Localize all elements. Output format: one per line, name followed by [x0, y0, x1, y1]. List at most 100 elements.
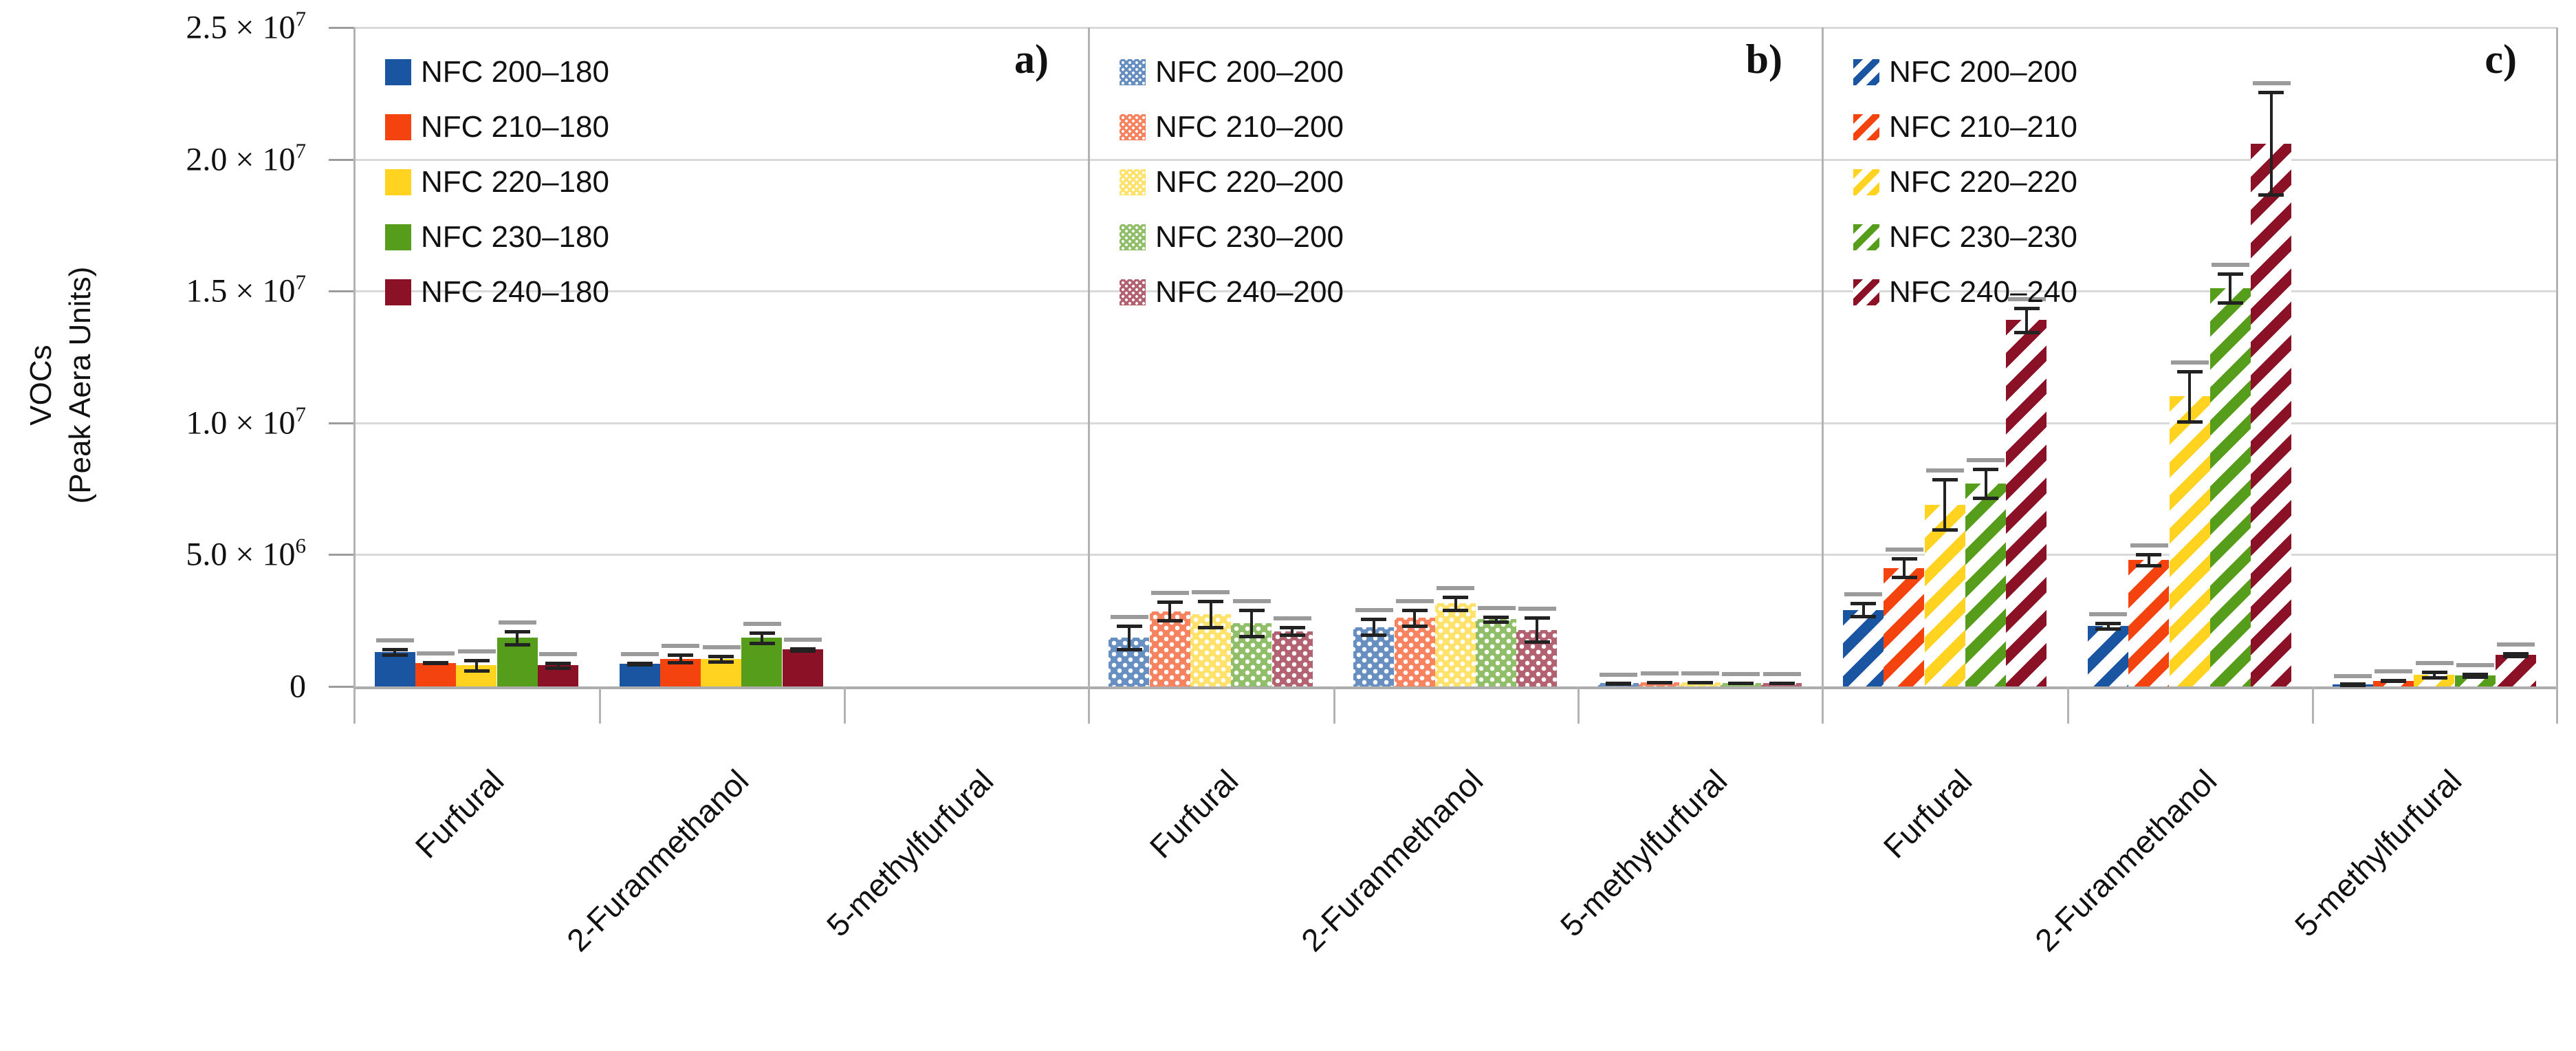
legend-item: NFC 220–220 [1853, 165, 2077, 199]
error-bar-cap-top [1443, 596, 1468, 599]
legend-swatch [1853, 59, 1879, 85]
x-tick [599, 686, 601, 724]
panel-axis-line [353, 28, 356, 724]
legend-item: NFC 240–200 [1120, 275, 1344, 310]
error-bar-cap-bottom [1647, 681, 1672, 684]
legend-item: NFC 210–210 [1853, 110, 2077, 144]
y-tick-label-exponent: 7 [295, 270, 307, 294]
error-bar-line [1536, 616, 1538, 642]
error-bar-line [393, 648, 396, 655]
error-bar-cap-secondary [499, 620, 536, 625]
x-tick [1333, 686, 1335, 724]
error-bar-line [2270, 91, 2273, 196]
error-bar-cap-bottom [1892, 576, 1917, 579]
error-bar-line [1168, 600, 1171, 622]
gridline [354, 422, 2557, 424]
error-bar-cap-bottom [1932, 528, 1958, 532]
error-bar-line [1291, 626, 1294, 636]
error-bar-cap-top [2422, 671, 2447, 674]
legend-swatch [1853, 279, 1879, 305]
legend-swatch [385, 279, 411, 305]
error-bar-cap-bottom [2014, 331, 2040, 334]
panel-axis-line [1088, 28, 1090, 724]
error-bar-cap-secondary [2089, 612, 2127, 616]
error-bar-cap-bottom [1443, 609, 1468, 612]
bar [2251, 144, 2291, 686]
error-bar-cap-top [1483, 616, 1509, 619]
error-bar-line [1495, 616, 1498, 623]
error-bar-cap-top [464, 659, 490, 662]
error-bar-cap-top [708, 655, 734, 658]
error-bar-line [1250, 609, 1253, 638]
bar [741, 638, 782, 686]
x-category-label: 5-methylfurfural [2287, 762, 2469, 944]
legend-swatch [1120, 59, 1146, 85]
error-bar-cap-top [1932, 478, 1958, 481]
x-category-label: Furfural [1142, 762, 1245, 865]
y-tick [329, 554, 354, 556]
y-tick-label-base: 2.0 × 10 [186, 141, 296, 178]
bar [1353, 627, 1394, 686]
error-bar-cap-bottom [708, 660, 734, 664]
error-bar-cap-top [1402, 609, 1428, 612]
error-bar-cap-secondary [1681, 671, 1719, 675]
error-bar-cap-bottom [1851, 615, 1876, 618]
error-bar-line [516, 630, 519, 646]
error-bar-cap-secondary [1641, 671, 1679, 675]
error-bar-cap-bottom [1973, 497, 1998, 500]
legend-label: NFC 200–180 [421, 55, 609, 89]
error-bar-cap-secondary [2212, 263, 2249, 267]
error-bar-line [557, 662, 560, 669]
error-bar-cap-bottom [2422, 676, 2447, 680]
y-tick-label: 5.0 × 106 [186, 533, 307, 574]
bar [2210, 288, 2251, 686]
y-tick-label: 1.0 × 107 [186, 402, 306, 442]
error-bar-cap-secondary [1274, 616, 1311, 620]
error-bar-cap-secondary [1600, 673, 1637, 677]
error-bar-line [2107, 622, 2110, 629]
error-bar-cap-secondary [1763, 672, 1801, 676]
legend-swatch [1853, 169, 1879, 195]
bar [620, 664, 660, 686]
panel-letter: b) [1745, 36, 1782, 82]
error-bar-cap-top [1157, 600, 1183, 604]
legend-item: NFC 240–180 [385, 275, 609, 310]
error-bar-cap-bottom [1117, 648, 1142, 651]
y-tick [329, 290, 354, 292]
legend-item: NFC 200–180 [385, 55, 609, 89]
bar [1680, 682, 1721, 686]
error-bar-cap-secondary [621, 652, 659, 656]
y-tick-label-exponent: 6 [295, 533, 307, 558]
legend-swatch [385, 169, 411, 195]
error-bar-line [2025, 307, 2028, 333]
legend-label: NFC 230–230 [1889, 220, 2077, 254]
legend-item: NFC 210–180 [385, 110, 609, 144]
error-bar-cap-top [2463, 673, 2488, 676]
legend-item: NFC 200–200 [1120, 55, 1344, 89]
legend-swatch [1120, 169, 1146, 195]
legend-swatch [1120, 114, 1146, 140]
error-bar-line [679, 653, 682, 664]
error-bar-cap-top [2095, 622, 2121, 625]
error-bar-cap-top [1239, 609, 1265, 612]
error-bar-cap-bottom [505, 643, 530, 647]
error-bar-line [1454, 596, 1457, 611]
bar [1516, 630, 1557, 686]
error-bar-cap-secondary [2375, 669, 2412, 673]
error-bar-cap-secondary [1396, 599, 1434, 603]
legend-label: NFC 220–180 [421, 165, 609, 199]
error-bar-line [761, 631, 763, 644]
error-bar-cap-top [2218, 272, 2243, 276]
bar [2006, 320, 2046, 686]
error-bar-cap-secondary [539, 652, 577, 656]
y-tick-label-base: 5.0 × 10 [186, 536, 296, 573]
error-bar-cap-bottom [423, 662, 448, 665]
error-bar-cap-secondary [2497, 642, 2535, 647]
legend-swatch [385, 59, 411, 85]
error-bar-cap-bottom [1157, 619, 1183, 622]
error-bar-cap-bottom [2340, 682, 2366, 686]
legend-label: NFC 210–180 [421, 110, 609, 144]
error-bar-cap-secondary [784, 638, 822, 642]
x-tick [2312, 686, 2314, 724]
